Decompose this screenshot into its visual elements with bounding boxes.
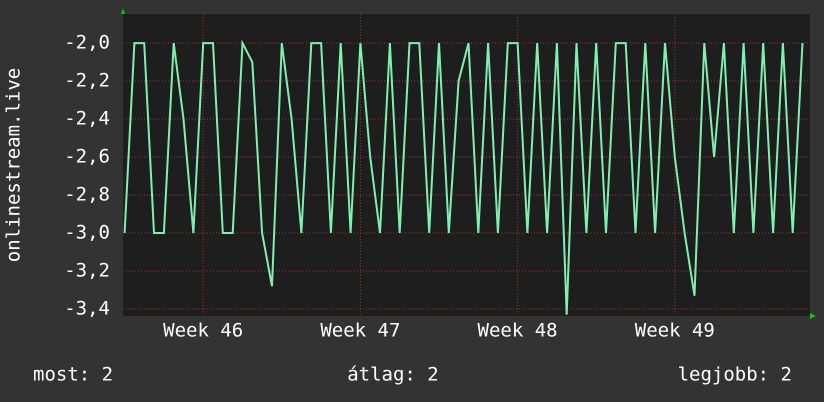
stat-max: legjobb: 2 xyxy=(678,364,792,386)
plot-area xyxy=(123,14,810,316)
y-tick-label: -2,0 xyxy=(64,32,110,54)
y-axis-arrow xyxy=(121,8,125,14)
y-tick-label: -2,4 xyxy=(64,108,110,130)
x-tick-label: Week 46 xyxy=(163,320,243,342)
stat-average: átlag: 2 xyxy=(347,364,439,386)
y-tick-label: -2,6 xyxy=(64,146,110,168)
y-tick-label: -2,2 xyxy=(64,70,110,92)
y-tick-label: -3,0 xyxy=(64,221,110,243)
y-tick-label: -3,4 xyxy=(64,297,110,319)
data-line xyxy=(123,39,804,315)
y-tick-label: -3,2 xyxy=(64,259,110,281)
x-axis-arrow xyxy=(810,313,816,319)
x-tick-label: Week 48 xyxy=(478,320,558,342)
x-tick-label: Week 49 xyxy=(635,320,715,342)
stat-current: most: 2 xyxy=(33,364,113,386)
y-tick-label: -2,8 xyxy=(64,184,110,206)
y-axis-title: onlinestream.live xyxy=(3,68,25,262)
x-tick-label: Week 47 xyxy=(320,320,400,342)
